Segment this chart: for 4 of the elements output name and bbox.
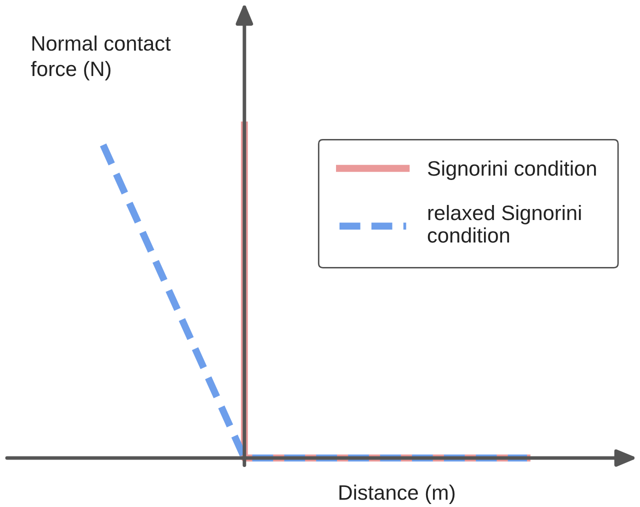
legend-label: Signorini condition	[428, 160, 596, 180]
legend-label: relaxed Signorini condition	[428, 204, 581, 243]
y-axis-title: Normal contact force (N)	[31, 35, 171, 80]
x-axis-title: Distance (m)	[339, 484, 455, 504]
